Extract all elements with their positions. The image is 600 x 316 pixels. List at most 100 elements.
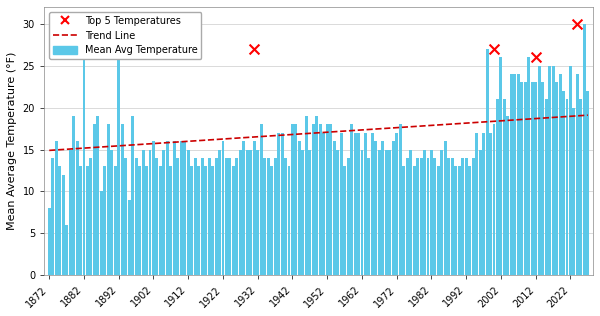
Bar: [65, 225, 68, 275]
Bar: [110, 149, 113, 275]
Bar: [215, 158, 218, 275]
Bar: [409, 149, 412, 275]
Bar: [382, 141, 385, 275]
Point: [531, 55, 541, 60]
Bar: [131, 116, 134, 275]
Bar: [559, 74, 562, 275]
Bar: [152, 141, 155, 275]
Bar: [326, 125, 329, 275]
Bar: [479, 149, 482, 275]
Bar: [211, 166, 214, 275]
Bar: [430, 149, 433, 275]
Bar: [333, 141, 335, 275]
Bar: [531, 82, 534, 275]
Point: [250, 46, 259, 52]
Bar: [472, 158, 475, 275]
Bar: [194, 158, 197, 275]
Bar: [482, 133, 485, 275]
Bar: [329, 125, 332, 275]
Bar: [524, 82, 527, 275]
Bar: [155, 158, 158, 275]
Bar: [395, 133, 398, 275]
Bar: [475, 133, 478, 275]
Bar: [225, 158, 228, 275]
Bar: [218, 149, 221, 275]
Bar: [239, 149, 242, 275]
Bar: [142, 149, 145, 275]
Bar: [295, 125, 298, 275]
Bar: [423, 149, 426, 275]
Bar: [548, 66, 551, 275]
Bar: [124, 158, 127, 275]
Bar: [353, 133, 356, 275]
Bar: [89, 158, 92, 275]
Bar: [117, 57, 120, 275]
Bar: [586, 91, 589, 275]
Bar: [163, 149, 166, 275]
Bar: [583, 24, 586, 275]
Bar: [235, 158, 238, 275]
Bar: [538, 66, 541, 275]
Bar: [510, 74, 513, 275]
Bar: [298, 141, 301, 275]
Legend: Top 5 Temperatures, Trend Line, Mean Avg Temperature: Top 5 Temperatures, Trend Line, Mean Avg…: [49, 12, 202, 59]
Bar: [322, 133, 325, 275]
Bar: [388, 149, 391, 275]
Y-axis label: Mean Average Temperature (°F): Mean Average Temperature (°F): [7, 52, 17, 230]
Bar: [503, 99, 506, 275]
Bar: [489, 133, 492, 275]
Bar: [79, 166, 82, 275]
Bar: [284, 158, 287, 275]
Bar: [159, 166, 162, 275]
Bar: [55, 141, 58, 275]
Bar: [440, 149, 443, 275]
Bar: [103, 166, 106, 275]
Bar: [229, 158, 232, 275]
Bar: [451, 158, 454, 275]
Bar: [308, 149, 311, 275]
Bar: [256, 149, 259, 275]
Bar: [266, 158, 269, 275]
Bar: [566, 99, 568, 275]
Bar: [197, 166, 200, 275]
Bar: [572, 108, 575, 275]
Bar: [371, 133, 374, 275]
Bar: [274, 158, 277, 275]
Point: [572, 21, 582, 26]
Bar: [413, 166, 416, 275]
Bar: [562, 91, 565, 275]
Bar: [374, 141, 377, 275]
Bar: [200, 158, 203, 275]
Bar: [301, 149, 304, 275]
Bar: [555, 82, 558, 275]
Point: [489, 46, 499, 52]
Bar: [517, 74, 520, 275]
Bar: [138, 166, 141, 275]
Bar: [364, 133, 367, 275]
Bar: [340, 133, 343, 275]
Bar: [534, 82, 537, 275]
Bar: [93, 125, 96, 275]
Bar: [166, 141, 169, 275]
Bar: [173, 141, 176, 275]
Bar: [287, 166, 290, 275]
Bar: [183, 141, 186, 275]
Bar: [76, 141, 79, 275]
Bar: [506, 116, 509, 275]
Bar: [385, 149, 388, 275]
Bar: [468, 166, 471, 275]
Bar: [416, 158, 419, 275]
Bar: [458, 166, 461, 275]
Bar: [367, 158, 370, 275]
Bar: [250, 149, 252, 275]
Bar: [281, 133, 284, 275]
Bar: [350, 125, 353, 275]
Bar: [499, 57, 502, 275]
Bar: [246, 149, 249, 275]
Bar: [221, 141, 224, 275]
Bar: [277, 133, 280, 275]
Bar: [128, 200, 131, 275]
Bar: [514, 74, 517, 275]
Bar: [399, 125, 401, 275]
Bar: [114, 166, 117, 275]
